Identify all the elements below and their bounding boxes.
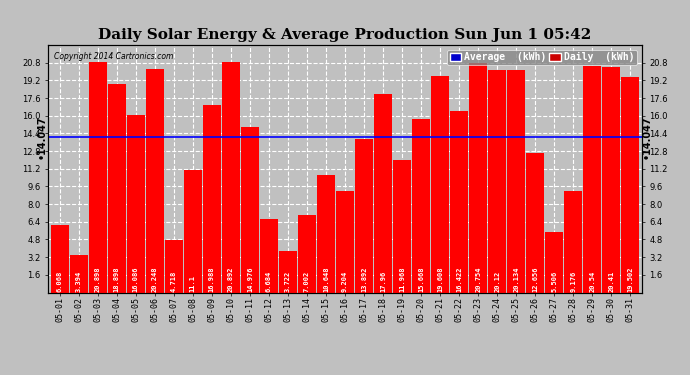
Bar (50, 225, 69, 292)
Text: 20.134: 20.134 (513, 267, 519, 292)
Text: 9.176: 9.176 (570, 271, 576, 292)
Text: 18.898: 18.898 (114, 267, 120, 292)
Bar (317, 175, 335, 292)
Text: 9.204: 9.204 (342, 271, 348, 292)
Bar (203, 105, 221, 292)
Text: 16.086: 16.086 (132, 267, 139, 292)
Bar (146, 69, 164, 292)
Text: •14.047: •14.047 (37, 116, 46, 159)
Text: 20.754: 20.754 (475, 267, 481, 292)
Text: 6.684: 6.684 (266, 271, 272, 292)
Bar (621, 77, 640, 292)
Text: 3.722: 3.722 (285, 271, 291, 292)
Bar (545, 232, 563, 292)
Bar (564, 191, 582, 292)
Text: 14.976: 14.976 (247, 267, 253, 292)
Text: 20.248: 20.248 (152, 267, 158, 292)
Text: 6.068: 6.068 (57, 271, 63, 292)
Text: 7.002: 7.002 (304, 271, 310, 292)
Text: 13.892: 13.892 (361, 267, 367, 292)
Bar (260, 219, 278, 292)
Text: 16.988: 16.988 (209, 267, 215, 292)
Bar (108, 84, 126, 292)
Bar (89, 62, 107, 292)
Bar (469, 63, 487, 292)
Text: 16.422: 16.422 (456, 267, 462, 292)
Text: 17.96: 17.96 (380, 271, 386, 292)
Text: 3.394: 3.394 (76, 271, 81, 292)
Legend: Average  (kWh), Daily  (kWh): Average (kWh), Daily (kWh) (447, 50, 637, 65)
Bar (412, 119, 430, 292)
Text: Copyright 2014 Cartronics.com: Copyright 2014 Cartronics.com (55, 53, 174, 62)
Text: 10.648: 10.648 (323, 267, 329, 292)
Bar (298, 215, 316, 292)
Text: 20.892: 20.892 (228, 267, 234, 292)
Bar (393, 160, 411, 292)
Bar (184, 170, 202, 292)
Bar (488, 70, 506, 292)
Bar (507, 70, 525, 292)
Text: 20.54: 20.54 (589, 271, 595, 292)
Bar (222, 62, 240, 292)
Bar (336, 191, 354, 292)
Text: 4.718: 4.718 (171, 271, 177, 292)
Text: 11.968: 11.968 (399, 267, 405, 292)
Text: 5.506: 5.506 (551, 271, 558, 292)
Bar (602, 67, 620, 292)
Text: 20.41: 20.41 (609, 271, 614, 292)
Text: 15.668: 15.668 (418, 267, 424, 292)
Bar (241, 127, 259, 292)
Text: 19.502: 19.502 (627, 267, 633, 292)
Bar (279, 251, 297, 292)
Bar (526, 153, 544, 292)
Bar (70, 255, 88, 292)
Text: 20.12: 20.12 (494, 271, 500, 292)
Text: 19.608: 19.608 (437, 267, 443, 292)
Bar (431, 76, 449, 292)
Bar (583, 66, 601, 292)
Bar (165, 240, 183, 292)
Text: 20.898: 20.898 (95, 267, 101, 292)
Bar (355, 139, 373, 292)
Text: •14.047: •14.047 (642, 116, 651, 159)
Bar (374, 94, 392, 292)
Text: 12.656: 12.656 (532, 267, 538, 292)
Bar (127, 115, 145, 292)
Title: Daily Solar Energy & Average Production Sun Jun 1 05:42: Daily Solar Energy & Average Production … (99, 28, 591, 42)
Text: 11.1: 11.1 (190, 275, 196, 292)
Bar (450, 111, 468, 292)
